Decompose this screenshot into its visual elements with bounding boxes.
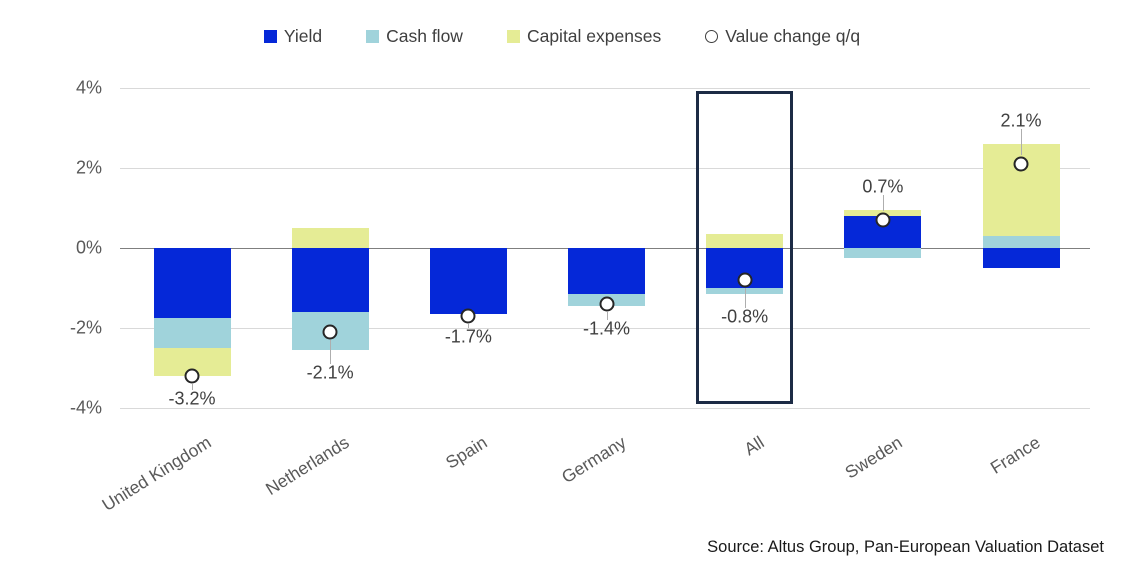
bar-segment xyxy=(153,248,231,318)
marker-leader-line xyxy=(882,195,884,212)
x-axis-label: All xyxy=(740,432,768,460)
marker-leader-line xyxy=(192,383,193,390)
bar-segment xyxy=(429,248,507,314)
bar-segment xyxy=(982,248,1060,268)
value-change-label: 2.1% xyxy=(1000,110,1042,131)
x-axis-label: Germany xyxy=(557,432,630,488)
legend-item-cash-flow: Cash flow xyxy=(366,26,463,47)
value-change-marker xyxy=(875,212,891,228)
value-change-label: -0.8% xyxy=(721,306,769,327)
legend-label: Capital expenses xyxy=(526,26,662,46)
value-change-marker xyxy=(322,324,338,340)
bar-segment xyxy=(844,248,922,258)
gridline xyxy=(120,327,1090,329)
legend-label: Value change q/q xyxy=(725,26,861,46)
gridline xyxy=(120,407,1090,409)
bar-segment xyxy=(291,228,369,248)
x-axis-label: France xyxy=(986,432,1044,478)
y-axis-tick-label: -2% xyxy=(69,317,102,338)
x-axis-label: Sweden xyxy=(841,432,906,483)
y-axis-tick-label: 2% xyxy=(75,157,102,178)
bar-segment xyxy=(291,248,369,312)
cash-flow-swatch-icon xyxy=(366,30,380,43)
legend-item-value-change: Value change q/q xyxy=(705,26,860,47)
legend-item-capital-expenses: Capital expenses xyxy=(506,26,662,47)
bar-segment xyxy=(153,317,231,348)
x-axis-label: Netherlands xyxy=(262,432,353,499)
value-change-label: -3.2% xyxy=(168,388,216,409)
x-axis-label: Spain xyxy=(442,432,491,473)
all-highlight-box xyxy=(696,91,794,404)
x-axis-label: United Kingdom xyxy=(98,432,215,515)
y-axis-tick-label: 0% xyxy=(75,237,102,258)
value-change-label: 0.7% xyxy=(862,176,904,197)
value-change-marker xyxy=(599,296,614,312)
gridline xyxy=(120,168,1090,170)
value-change-label: -1.4% xyxy=(582,318,631,339)
marker-leader-line xyxy=(1021,129,1023,156)
value-change-marker xyxy=(1013,156,1029,172)
y-axis-tick-label: 4% xyxy=(75,77,102,98)
legend-label: Cash flow xyxy=(386,26,463,46)
value-change-marker-icon xyxy=(705,30,719,43)
value-change-marker xyxy=(460,308,476,324)
marker-leader-line xyxy=(606,311,608,320)
value-change-marker xyxy=(737,272,753,288)
legend-item-yield: Yield xyxy=(263,26,323,47)
legend-label: Yield xyxy=(283,26,323,46)
capital-expenses-swatch-icon xyxy=(506,30,520,43)
gridline xyxy=(120,88,1090,90)
chart-legend: Yield Cash flow Capital expenses Value c… xyxy=(0,26,1124,47)
bar-segment xyxy=(706,234,784,248)
marker-leader-line xyxy=(468,323,470,328)
value-change-marker xyxy=(184,368,200,384)
value-change-label: -2.1% xyxy=(306,362,354,383)
y-axis-tick-label: -4% xyxy=(69,397,102,418)
source-caption: Source: Altus Group, Pan-European Valuat… xyxy=(707,538,1104,556)
yield-swatch-icon xyxy=(263,30,277,43)
marker-leader-line xyxy=(744,287,746,308)
bar-segment xyxy=(982,236,1060,248)
marker-leader-line xyxy=(330,339,332,364)
value-change-label: -1.7% xyxy=(444,326,492,347)
bar-segment xyxy=(568,248,645,294)
